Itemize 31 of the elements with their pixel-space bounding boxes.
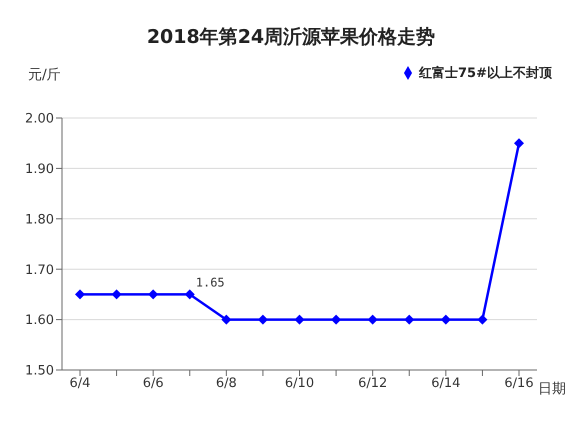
legend-label: 红富士75#以上不封顶 — [419, 66, 552, 81]
point — [404, 314, 414, 325]
point — [514, 138, 524, 148]
point — [331, 314, 342, 325]
x-axis-title: 日期 — [538, 380, 566, 398]
point — [184, 289, 195, 300]
point — [368, 314, 378, 325]
point — [148, 289, 158, 300]
point — [258, 314, 268, 325]
y-tick-label: 1.70 — [25, 262, 54, 278]
x-tick-label: 6/16 — [504, 376, 534, 392]
y-tick-label: 1.60 — [25, 313, 54, 328]
y-tick-label: 1.50 — [25, 364, 54, 379]
point — [112, 289, 122, 300]
x-tick-label: 6/4 — [70, 376, 90, 392]
x-tick-label: 6/14 — [431, 376, 460, 392]
point — [294, 314, 304, 325]
chart-title: 2018年第24周沂源苹果价格走势 — [146, 25, 436, 50]
x-tick-label: 6/6 — [142, 376, 164, 392]
y-tick-label: 1.80 — [25, 212, 54, 228]
y-tick-label: 1.90 — [25, 162, 54, 178]
point — [477, 314, 488, 325]
point — [75, 289, 85, 300]
x-tick-label: 6/12 — [358, 376, 388, 392]
point — [440, 314, 451, 325]
y-tick-label: 2.00 — [25, 112, 54, 127]
y-axis-title: 元/斤 — [28, 66, 61, 84]
data-label: 1.65 — [196, 275, 225, 290]
x-tick-label: 6/8 — [216, 376, 237, 392]
point — [221, 314, 232, 325]
x-tick-label: 6/10 — [284, 376, 314, 392]
